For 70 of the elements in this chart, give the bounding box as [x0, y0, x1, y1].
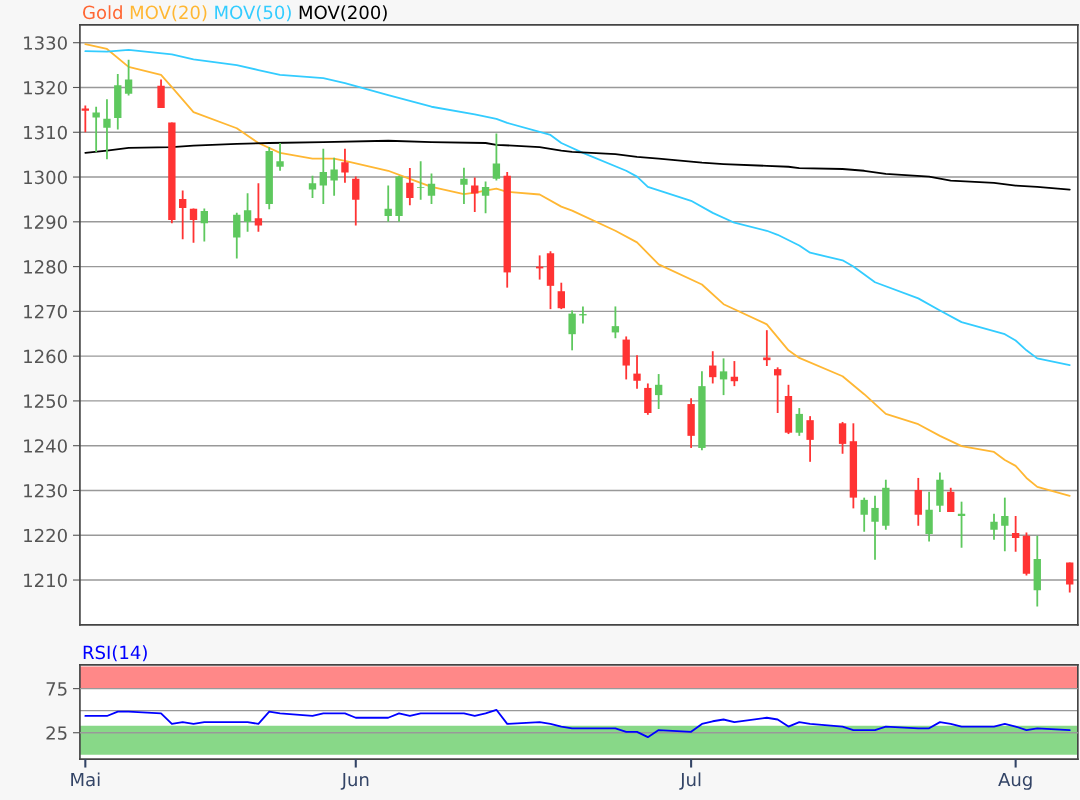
- text: RSI(14): [83, 645, 147, 662]
- y-tick-label: 25: [46, 726, 67, 740]
- candlestick: [1066, 561, 1074, 594]
- candlestick: [471, 176, 479, 213]
- candlestick: [795, 407, 803, 437]
- candlestick: [330, 156, 338, 197]
- y-tick-label: 1250: [24, 394, 67, 409]
- candlestick: [319, 147, 327, 205]
- line-series: [84, 48, 1071, 367]
- y-tick-label: 1220: [24, 528, 67, 543]
- candlestick: [947, 486, 955, 513]
- candlestick: [763, 329, 771, 367]
- y-tick-label: 1330: [24, 36, 67, 50]
- candlestick: [838, 421, 847, 455]
- y-tick-label: 1280: [24, 260, 67, 274]
- candlestick: [200, 207, 208, 243]
- y-tick-label: 1240: [24, 439, 67, 453]
- candlestick: [352, 175, 360, 227]
- candlestick: [719, 357, 728, 397]
- candlestick: [654, 373, 663, 410]
- candlestick: [417, 160, 425, 201]
- candlestick: [179, 189, 187, 241]
- text: MOV(200): [299, 5, 387, 22]
- x-tick-label: Mai: [71, 772, 100, 787]
- candlestick: [492, 132, 501, 182]
- y-tick-label: 1310: [24, 125, 67, 140]
- candlestick: [460, 166, 468, 205]
- line-series: [84, 43, 1071, 497]
- chart-title: Gold: [83, 5, 122, 20]
- candlestick: [254, 182, 263, 233]
- candlestick: [308, 174, 317, 199]
- line-series: [84, 139, 1071, 191]
- x-tick-label: Jun: [340, 772, 369, 790]
- candlestick: [384, 184, 392, 223]
- text: MOV(50): [215, 5, 291, 22]
- candlestick: [406, 167, 414, 207]
- candlestick: [568, 309, 576, 352]
- candlestick: [1001, 496, 1009, 553]
- line-series: [84, 708, 1071, 739]
- candlestick: [557, 281, 565, 311]
- text: MOV(20): [130, 5, 207, 22]
- candlestick: [806, 415, 814, 463]
- candlestick: [1011, 515, 1020, 553]
- candlestick: [189, 207, 198, 244]
- candlestick: [124, 58, 133, 97]
- candlestick: [611, 305, 620, 340]
- y-tick-label: 1290: [24, 215, 67, 229]
- x-tick-label: Aug: [998, 772, 1032, 790]
- candlestick: [633, 354, 641, 390]
- candlestick: [243, 192, 252, 233]
- candlestick: [276, 142, 284, 172]
- candlestick: [341, 147, 349, 184]
- candlestick: [103, 98, 111, 161]
- y-tick-label: 1230: [24, 483, 67, 498]
- y-tick-label: 75: [46, 682, 67, 696]
- candlestick: [427, 172, 436, 205]
- y-tick-label: 1210: [24, 573, 67, 588]
- candlestick: [773, 366, 782, 414]
- candlestick: [709, 350, 717, 385]
- candlestick: [481, 180, 490, 215]
- candlestick: [990, 512, 998, 541]
- candlestick: [860, 496, 868, 533]
- y-tick-label: 1260: [24, 349, 67, 364]
- y-tick-label: 1300: [24, 170, 67, 185]
- x-tick-label: Jul: [679, 772, 701, 790]
- candlestick: [157, 78, 165, 109]
- candlestick: [871, 494, 879, 561]
- y-tick-label: 1270: [24, 304, 67, 319]
- candlestick: [233, 211, 241, 260]
- y-tick-label: 1320: [24, 80, 67, 95]
